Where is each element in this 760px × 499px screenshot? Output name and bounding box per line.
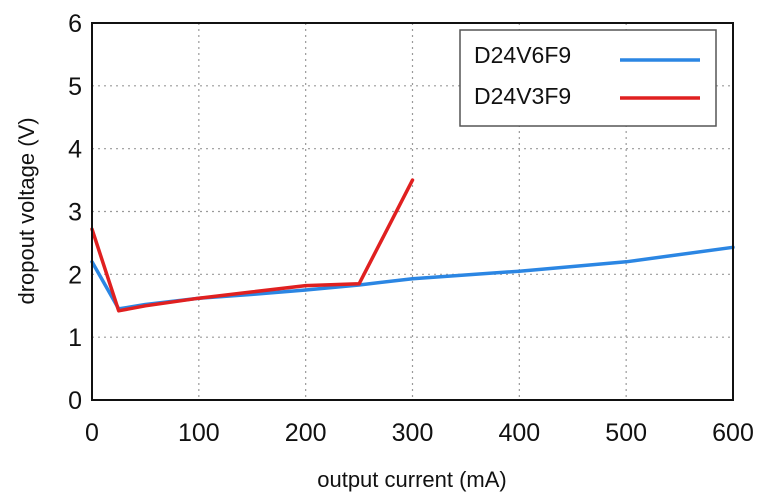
y-axis-label: dropout voltage (V) (14, 117, 39, 304)
tick-labels: 0 100 200 300 400 500 600 0 1 2 3 4 5 6 (68, 10, 754, 447)
legend: D24V6F9 D24V3F9 (459, 29, 717, 127)
legend-label-d24v3f9: D24V3F9 (474, 83, 571, 109)
x-tick-label: 100 (178, 419, 220, 447)
legend-label-d24v6f9: D24V6F9 (474, 42, 571, 68)
y-tick-label: 4 (68, 136, 82, 164)
y-tick-label: 3 (68, 199, 82, 227)
y-tick-label: 5 (68, 73, 82, 101)
x-tick-label: 0 (85, 419, 99, 447)
y-tick-label: 6 (68, 10, 82, 38)
x-tick-label: 500 (605, 419, 647, 447)
x-tick-label: 200 (285, 419, 327, 447)
plot-frame (91, 22, 734, 401)
series-lines (90, 178, 735, 313)
x-axis-label: output current (mA) (317, 467, 507, 492)
x-tick-label: 300 (392, 419, 434, 447)
y-tick-label: 2 (68, 261, 82, 289)
x-tick-label: 600 (712, 419, 754, 447)
series-line-d24v3f9 (90, 178, 415, 313)
x-tick-label: 400 (498, 419, 540, 447)
y-tick-label: 1 (68, 324, 82, 352)
legend-box (459, 29, 717, 127)
y-tick-label: 0 (68, 387, 82, 415)
